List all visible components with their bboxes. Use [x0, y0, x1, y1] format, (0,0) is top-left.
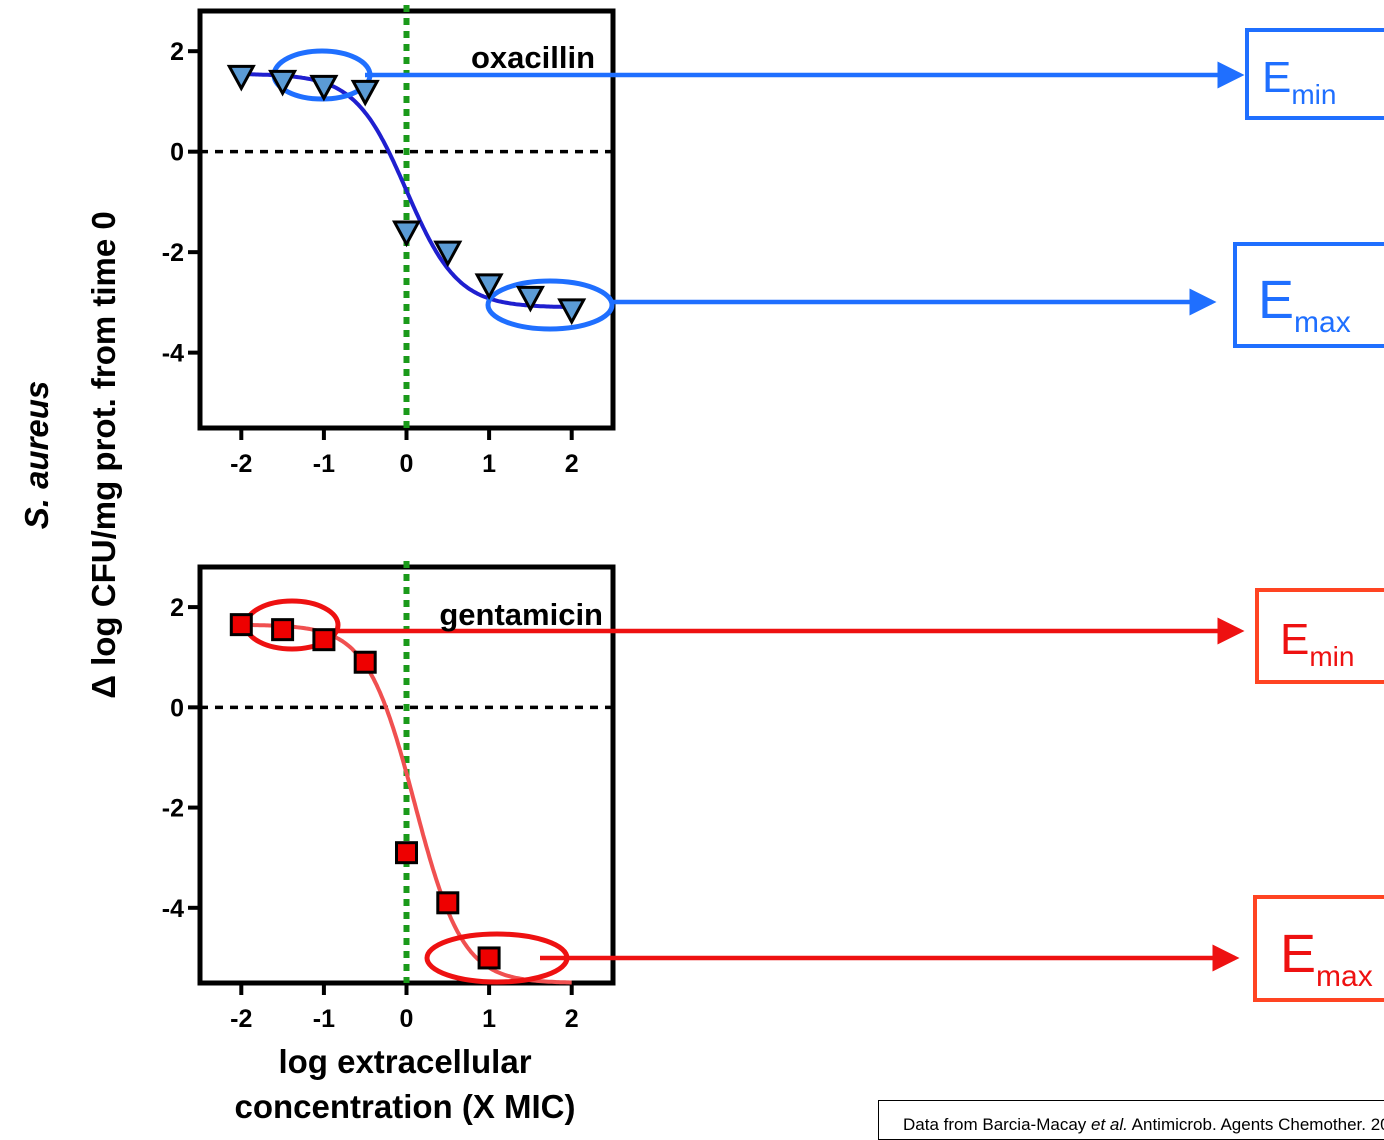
citation-footnote: Data from Barcia-Macay et al. Antimicrob…: [878, 1100, 1384, 1140]
gentamicin-emax-box: Emax: [1253, 895, 1384, 1002]
data-point: [515, 285, 545, 313]
x-axis-label-line1: log extracellular: [278, 1043, 531, 1080]
y-axis-label: Δ log CFU/mg prot. from time 0: [85, 211, 122, 699]
emax-main: E: [1258, 270, 1294, 330]
emin-sub: min: [1309, 641, 1354, 672]
svg-text:Emin: Emin: [1280, 615, 1354, 672]
emin-main: E: [1262, 53, 1291, 102]
x-tick-label: -1: [313, 450, 335, 478]
svg-text:Emax: Emax: [1258, 270, 1351, 339]
data-point: [395, 841, 418, 865]
data-point: [271, 618, 295, 642]
oxacillin-fit-curve: [241, 72, 572, 310]
data-point: [433, 240, 463, 268]
y-tick-label: 2: [170, 38, 184, 66]
data-point: [477, 946, 501, 970]
emin-sub: min: [1291, 79, 1336, 110]
x-tick-label: 0: [400, 1005, 414, 1033]
oxacillin-emax-box: Emax: [1233, 242, 1384, 348]
data-point: [557, 298, 587, 326]
emax-main: E: [1280, 924, 1316, 984]
emax-sub: max: [1316, 960, 1373, 993]
x-tick-label: -2: [230, 450, 252, 478]
x-tick-label: -2: [230, 1005, 252, 1033]
x-tick-label: 2: [565, 450, 579, 478]
y-tick-label: 0: [170, 139, 184, 167]
data-point: [474, 273, 504, 300]
gentamicin-label: gentamicin: [439, 597, 603, 632]
data-point: [309, 74, 339, 102]
oxacillin-emin-box: Emin: [1245, 28, 1384, 120]
x-axis-label-line2: concentration (X MIC): [234, 1088, 575, 1125]
y-tick-label: -4: [162, 895, 184, 923]
x-tick-label: 1: [482, 1005, 496, 1033]
data-point: [229, 613, 253, 637]
emax-highlight-ellipse: [485, 278, 615, 332]
emax-sub: max: [1294, 306, 1351, 339]
data-point: [226, 64, 256, 92]
gentamicin-fit-curve: [241, 622, 572, 985]
gentamicin-emin-box: Emin: [1255, 588, 1384, 684]
data-point: [350, 79, 380, 107]
y-tick-label: -2: [162, 795, 184, 823]
data-point: [353, 650, 377, 674]
data-point: [436, 891, 460, 915]
data-point: [268, 69, 298, 97]
x-tick-label: 1: [482, 450, 496, 478]
svg-text:Emax: Emax: [1280, 924, 1373, 993]
y-tick-label: 0: [170, 694, 184, 722]
data-point: [312, 628, 336, 652]
x-tick-label: -1: [313, 1005, 335, 1033]
y-axis-label-organism: S. aureus: [18, 381, 55, 530]
x-tick-label: 2: [565, 1005, 579, 1033]
gentamicin-panel: -2 -1 0 1 2 2 0 -2 -4 gentamicin: [162, 561, 1245, 1033]
y-tick-label: -4: [162, 340, 184, 368]
data-point: [391, 220, 422, 248]
oxacillin-label: oxacillin: [471, 40, 595, 75]
oxacillin-panel: -2 -1 0 1 2 2 0 -2 -4 oxacillin: [162, 5, 1245, 478]
y-tick-label: -2: [162, 239, 184, 267]
y-tick-label: 2: [170, 594, 184, 622]
emin-main: E: [1280, 615, 1309, 664]
svg-text:Emin: Emin: [1262, 53, 1336, 110]
x-tick-label: 0: [400, 450, 414, 478]
